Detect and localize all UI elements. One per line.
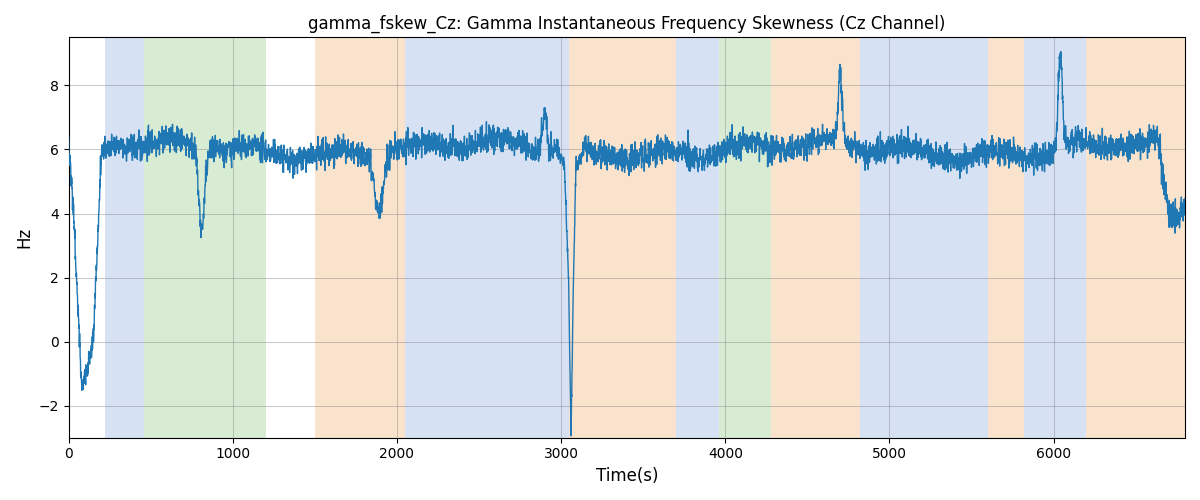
Bar bbox=[1024, 38, 1086, 438]
Bar bbox=[860, 38, 988, 438]
Y-axis label: Hz: Hz bbox=[16, 227, 34, 248]
Bar bbox=[406, 38, 569, 438]
Bar bbox=[144, 38, 265, 438]
Bar bbox=[988, 38, 1024, 438]
Bar bbox=[719, 38, 772, 438]
Bar bbox=[676, 38, 719, 438]
Bar bbox=[569, 38, 676, 438]
Bar bbox=[314, 38, 406, 438]
X-axis label: Time(s): Time(s) bbox=[595, 467, 658, 485]
Bar bbox=[772, 38, 860, 438]
Bar bbox=[104, 38, 144, 438]
Title: gamma_fskew_Cz: Gamma Instantaneous Frequency Skewness (Cz Channel): gamma_fskew_Cz: Gamma Instantaneous Freq… bbox=[308, 15, 946, 34]
Bar bbox=[1086, 38, 1184, 438]
